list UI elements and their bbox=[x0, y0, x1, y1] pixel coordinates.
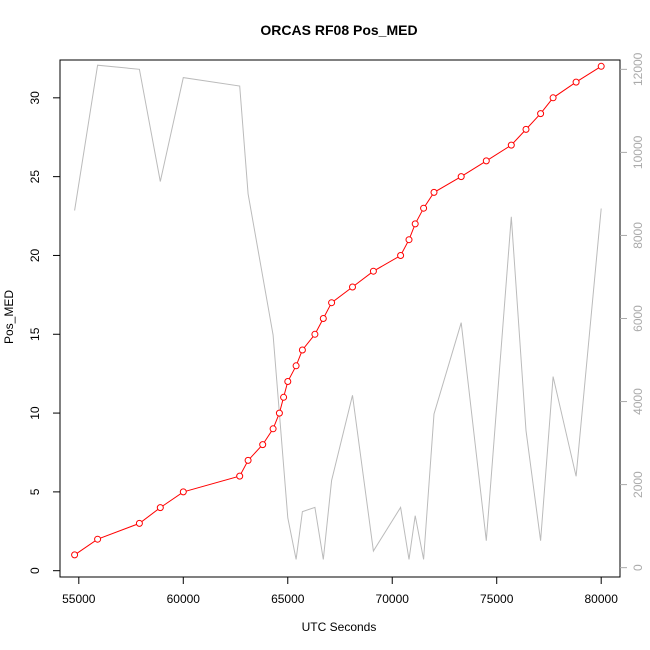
x-axis: 55000 60000 65000 70000 75000 80000 bbox=[62, 577, 618, 606]
y-axis-label: Pos_MED bbox=[2, 290, 16, 344]
series-0-point-20 bbox=[405, 236, 413, 244]
series-1-line bbox=[74, 64, 602, 560]
y2-tick-label-3: 6000 bbox=[631, 305, 645, 332]
y2-tick-label-6: 12000 bbox=[631, 52, 645, 86]
series-0-point-10 bbox=[280, 393, 288, 401]
series-0-point-31 bbox=[597, 62, 605, 70]
series-0-point-13 bbox=[298, 346, 306, 354]
series-0-point-25 bbox=[482, 157, 490, 165]
x-tick-label-2: 65000 bbox=[271, 592, 305, 606]
series-0-point-19 bbox=[397, 252, 405, 259]
series-0-point-12 bbox=[292, 362, 300, 370]
y2-tick-label-2: 4000 bbox=[631, 388, 645, 415]
x-tick-label-4: 75000 bbox=[480, 592, 514, 606]
series-layer bbox=[71, 62, 605, 560]
y2-tick-label-4: 8000 bbox=[631, 222, 645, 249]
series-0-point-22 bbox=[420, 204, 428, 212]
series-0-point-16 bbox=[328, 299, 336, 307]
series-0-point-18 bbox=[369, 267, 377, 275]
series-0-point-27 bbox=[522, 125, 530, 133]
series-0-point-24 bbox=[457, 173, 465, 181]
series-0-point-6 bbox=[244, 456, 252, 464]
series-0-point-29 bbox=[549, 94, 557, 102]
series-0-point-11 bbox=[284, 378, 292, 385]
series-0-point-0 bbox=[71, 551, 79, 559]
chart-title: ORCAS RF08 Pos_MED bbox=[260, 22, 417, 38]
y-tick-label-3: 15 bbox=[28, 327, 42, 341]
y2-tick-label-0: 0 bbox=[631, 564, 645, 571]
series-0-point-4 bbox=[179, 488, 187, 496]
series-0-point-9 bbox=[275, 409, 283, 417]
y-tick-label-2: 10 bbox=[28, 406, 42, 420]
plot-frame bbox=[59, 59, 621, 578]
y-tick-label-1: 5 bbox=[28, 488, 42, 495]
y2-tick-label-1: 2000 bbox=[631, 471, 645, 498]
y-axis-left: 0 5 10 15 20 25 30 bbox=[28, 91, 60, 574]
series-0-point-17 bbox=[349, 283, 356, 291]
x-tick-label-5: 80000 bbox=[585, 592, 619, 606]
series-0-line bbox=[74, 65, 602, 556]
series-0-point-7 bbox=[259, 441, 267, 449]
y-tick-label-4: 20 bbox=[28, 248, 42, 262]
series-0-point-15 bbox=[319, 315, 327, 322]
series-0-point-2 bbox=[135, 519, 143, 527]
series-0-point-14 bbox=[311, 330, 319, 338]
y-tick-label-6: 30 bbox=[28, 91, 42, 105]
series-0-point-30 bbox=[572, 78, 580, 86]
y2-tick-label-5: 10000 bbox=[631, 135, 645, 169]
y-axis-right: 0 2000 4000 6000 8000 10000 12000 bbox=[620, 52, 645, 571]
y-tick-label-0: 0 bbox=[28, 567, 42, 574]
y-tick-label-5: 25 bbox=[28, 170, 42, 184]
series-0-point-26 bbox=[507, 141, 515, 149]
x-axis-label: UTC Seconds bbox=[302, 620, 377, 634]
x-tick-label-3: 70000 bbox=[376, 592, 410, 606]
x-tick-label-1: 60000 bbox=[167, 592, 201, 606]
series-0-point-23 bbox=[430, 188, 438, 196]
series-0-point-28 bbox=[537, 110, 545, 118]
series-0-point-3 bbox=[156, 504, 164, 512]
series-0-point-8 bbox=[269, 425, 277, 433]
series-0-point-5 bbox=[236, 472, 244, 480]
series-0-point-1 bbox=[94, 535, 102, 543]
x-tick-label-0: 55000 bbox=[62, 592, 96, 606]
series-0-point-21 bbox=[411, 220, 419, 228]
